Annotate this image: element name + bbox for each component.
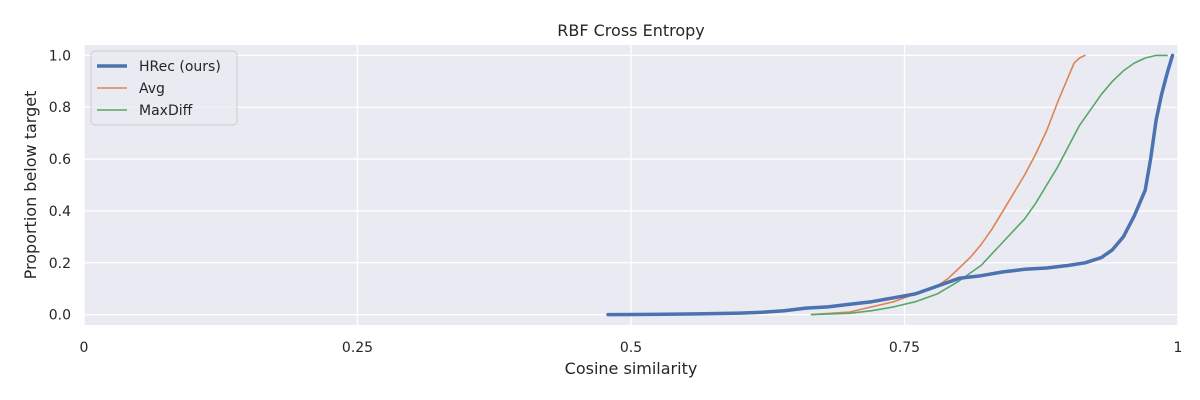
series-line-hrec-ours: [606, 53, 1175, 317]
x-tick-label: 1: [1174, 340, 1183, 356]
series-line-maxdiff: [810, 54, 1168, 316]
grid: [83, 45, 1179, 325]
x-tick-label: 0.5: [620, 340, 642, 356]
y-tick-label: 0.4: [49, 204, 71, 220]
y-tick-label: 1.0: [49, 48, 71, 64]
ticks: 0 0.25 0.5 0.75 1 0.0 0.2 0.4 0.6 0.8 1.0: [49, 48, 1183, 356]
legend: HRec (ours) Avg MaxDiff: [90, 50, 238, 126]
series-line-avg: [810, 54, 1086, 316]
chart-title: RBF Cross Entropy: [557, 21, 705, 40]
legend-label: Avg: [139, 81, 165, 97]
x-axis-label: Cosine similarity: [565, 359, 698, 378]
y-tick-label: 0.6: [49, 152, 71, 168]
series-layer: [606, 53, 1175, 317]
legend-box: [90, 50, 238, 126]
y-tick-label: 0.0: [49, 308, 71, 324]
y-axis-label: Proportion below target: [21, 91, 40, 280]
legend-label: MaxDiff: [139, 103, 193, 119]
x-tick-label: 0: [80, 340, 89, 356]
y-tick-label: 0.8: [49, 100, 71, 116]
y-tick-label: 0.2: [49, 256, 71, 272]
x-tick-label: 0.25: [342, 340, 373, 356]
x-tick-label: 0.75: [889, 340, 920, 356]
legend-label: HRec (ours): [139, 59, 221, 75]
